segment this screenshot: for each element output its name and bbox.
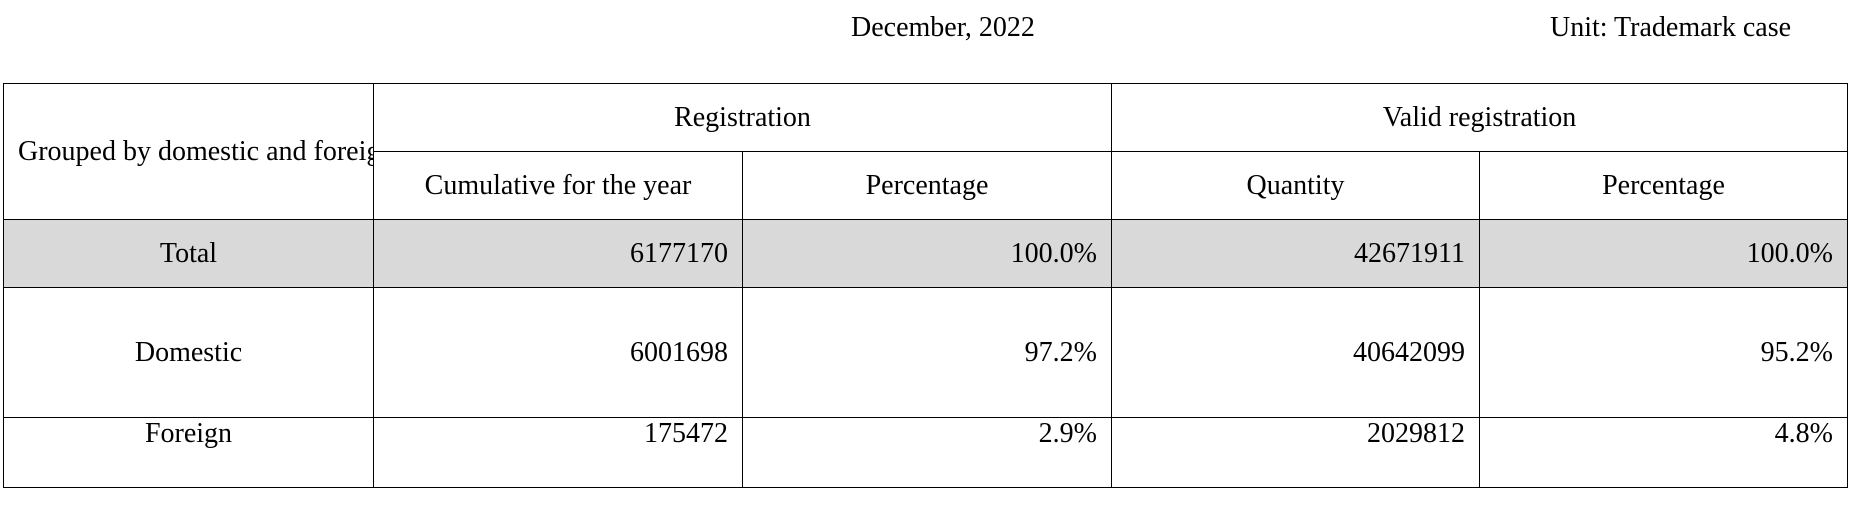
row-label: Domestic [3,287,374,418]
cumulative-header: Cumulative for the year [373,151,743,220]
registration-header: Registration [373,83,1112,152]
table-row-domestic: Domestic 6001698 97.2% 40642099 95.2% [3,287,1848,418]
cumulative-value: 175472 [373,417,743,488]
quantity-value: 40642099 [1111,287,1480,418]
valid-percentage-value: 100.0% [1479,219,1848,288]
valid-registration-header: Valid registration [1111,83,1848,152]
cumulative-value: 6177170 [373,219,743,288]
valid-percentage-value: 95.2% [1479,287,1848,418]
quantity-header: Quantity [1111,151,1480,220]
report-date: December, 2022 [851,12,1035,43]
table-row-foreign: Foreign 175472 2.9% 2029812 4.8% [3,417,1848,488]
trademark-statistics-table: Grouped by domestic and foreign applican… [3,83,1848,488]
row-label: Total [3,219,374,288]
valid-percentage-value: 4.8% [1479,417,1848,488]
quantity-value: 2029812 [1111,417,1480,488]
registration-percentage-value: 97.2% [742,287,1112,418]
quantity-value: 42671911 [1111,219,1480,288]
table-row-total: Total 6177170 100.0% 42671911 100.0% [3,219,1848,288]
valid-percentage-header: Percentage [1479,151,1848,220]
unit-label: Unit: Trademark case [1550,12,1792,43]
row-label: Foreign [3,417,374,488]
cumulative-value: 6001698 [373,287,743,418]
registration-percentage-header: Percentage [742,151,1112,220]
registration-percentage-value: 2.9% [742,417,1112,488]
header-row-top: Grouped by domestic and foreign applican… [3,83,1848,220]
registration-percentage-value: 100.0% [742,219,1112,288]
group-header-cell: Grouped by domestic and foreign applican… [3,83,374,220]
